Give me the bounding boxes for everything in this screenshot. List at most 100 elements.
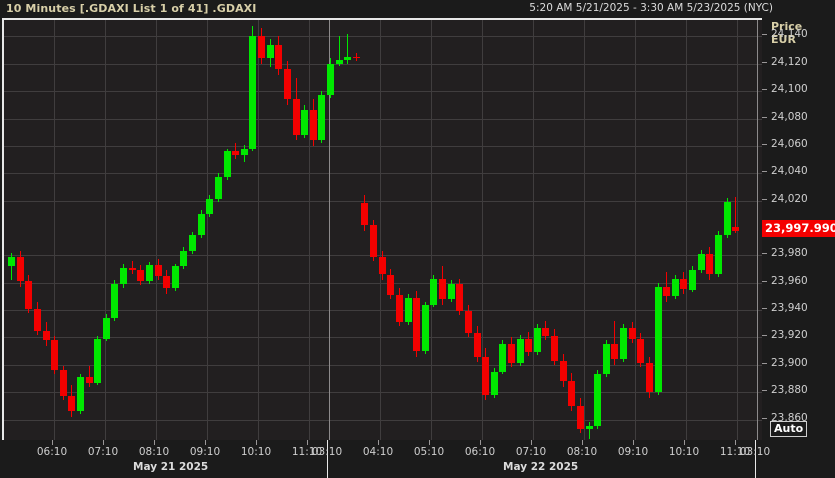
gridline-horizontal xyxy=(4,173,762,175)
time-tick xyxy=(52,440,53,445)
candle-body xyxy=(145,264,153,282)
candle-body xyxy=(387,274,395,295)
time-tick-label: 09:10 xyxy=(617,446,649,458)
candle-body xyxy=(637,338,645,364)
candle-body xyxy=(482,356,490,395)
price-tick-label: 24,040 xyxy=(771,165,808,178)
candle-body xyxy=(628,327,636,339)
candle-body xyxy=(275,44,283,70)
candle-body xyxy=(559,360,567,382)
auto-scale-button[interactable]: Auto xyxy=(770,421,808,437)
candle-body xyxy=(430,278,438,305)
time-tick xyxy=(480,440,481,445)
time-tick xyxy=(256,440,257,445)
price-tick-label: 24,080 xyxy=(771,110,808,123)
price-tick-label: 23,940 xyxy=(771,302,808,314)
price-tick xyxy=(762,143,767,145)
price-tick-label: 23,980 xyxy=(771,247,808,260)
gridline-vertical xyxy=(258,20,259,440)
candle-body xyxy=(542,327,550,336)
gridline-horizontal xyxy=(4,255,762,257)
candle-body xyxy=(16,256,24,282)
price-tick-label: 24,120 xyxy=(771,55,808,68)
candle-body xyxy=(439,278,446,300)
candle-body xyxy=(714,234,722,275)
candle-body xyxy=(568,381,576,406)
candle-body xyxy=(602,344,610,375)
chart-title: 10 Minutes [.GDAXI List 1 of 41] .GDAXI xyxy=(6,2,257,15)
candle-wick xyxy=(347,33,349,64)
candle-body xyxy=(697,253,705,271)
time-tick-label: 11:10 xyxy=(719,446,751,458)
candle-body xyxy=(706,253,714,275)
gridline-vertical xyxy=(309,20,310,440)
candle-body xyxy=(25,281,33,309)
price-tick xyxy=(762,34,767,36)
candle-body xyxy=(620,327,627,360)
price-tick-label: 23,900 xyxy=(771,356,808,369)
candle-wick xyxy=(235,143,237,160)
price-tick xyxy=(762,390,767,392)
candle-wick xyxy=(735,196,737,234)
date-label: May 21 2025 xyxy=(133,461,209,473)
candle-body xyxy=(128,267,136,271)
candle-body xyxy=(723,202,731,235)
candle-body xyxy=(137,270,145,282)
price-tick-label: 24,020 xyxy=(771,192,808,205)
candle-body xyxy=(266,44,274,59)
time-tick-label: 03:10 xyxy=(311,446,343,458)
candle-body xyxy=(85,377,93,383)
gridline-horizontal xyxy=(4,36,762,38)
candle-body xyxy=(249,36,257,149)
candle-body xyxy=(292,99,300,135)
candle-body xyxy=(309,110,317,141)
price-axis-title: Price xyxy=(771,20,803,33)
price-tick xyxy=(762,116,767,118)
candle-body xyxy=(180,251,188,267)
candle-body xyxy=(585,426,593,429)
price-tick xyxy=(762,362,767,364)
price-tick xyxy=(762,253,767,255)
candle-wick xyxy=(614,321,616,365)
time-tick-label: 06:10 xyxy=(464,446,496,458)
gridline-vertical xyxy=(431,20,432,440)
candle-body xyxy=(171,266,179,289)
gridline-horizontal xyxy=(4,337,762,339)
candle-wick xyxy=(588,422,590,439)
price-tick xyxy=(762,171,767,173)
time-tick xyxy=(103,440,104,445)
candle-body xyxy=(361,203,369,226)
candle-body xyxy=(680,278,688,290)
time-tick-label: 07:10 xyxy=(87,446,119,458)
candle-body xyxy=(499,344,507,372)
chart-plot-area[interactable] xyxy=(2,18,762,440)
candle-body xyxy=(370,225,377,257)
price-tick-label: 24,100 xyxy=(771,83,808,96)
time-tick-label: 04:10 xyxy=(362,446,394,458)
candle-body xyxy=(576,405,584,430)
price-tick-label: 23,960 xyxy=(771,274,808,287)
gridline-horizontal xyxy=(4,200,762,202)
candle-body xyxy=(240,148,248,156)
price-axis[interactable]: Price EUR 23,997.990 Auto 24,140 24,120 24… xyxy=(762,18,835,440)
gridline-vertical xyxy=(533,20,534,440)
time-tick-label: 07:10 xyxy=(515,446,547,458)
gridline-vertical xyxy=(686,20,687,440)
time-tick xyxy=(378,440,379,445)
gridline-vertical xyxy=(635,20,636,440)
gridline-horizontal xyxy=(4,63,762,65)
session-divider-tick xyxy=(327,440,328,478)
candle-body xyxy=(490,371,498,395)
candle-body xyxy=(68,396,76,412)
chart-date-range: 5:20 AM 5/21/2025 - 3:30 AM 5/23/2025 (N… xyxy=(529,2,773,14)
candle-body xyxy=(447,284,455,299)
session-divider xyxy=(329,20,330,440)
candle-body xyxy=(508,344,515,364)
price-tick-label: 23,920 xyxy=(771,329,808,342)
candle-body xyxy=(421,304,429,352)
time-axis[interactable]: 06:10 07:10 08:10 09:10 10:10 11:10 03:10 04:10… xyxy=(2,440,770,478)
candle-body xyxy=(318,95,326,141)
candle-body xyxy=(473,333,481,357)
gridline-horizontal xyxy=(4,91,762,93)
